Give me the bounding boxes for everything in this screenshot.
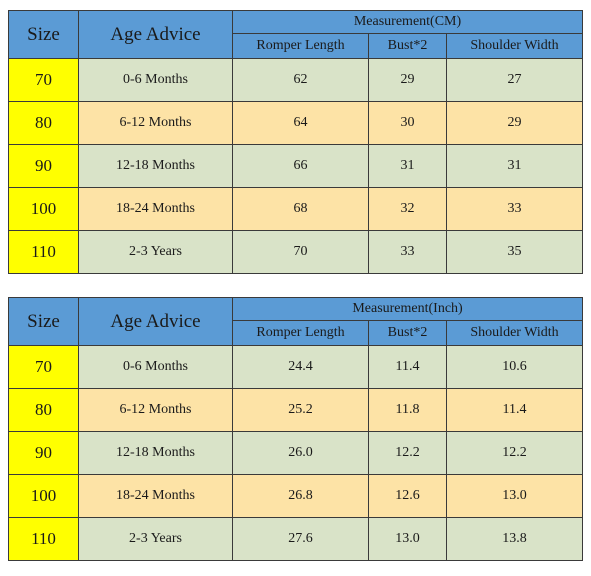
bust-cell: 11.8 <box>368 388 447 432</box>
bust-cell: 13.0 <box>368 517 447 561</box>
shoulder-width-cell: 27 <box>445 58 584 102</box>
shoulder-width-header: Shoulder Width <box>445 320 584 346</box>
bust-header: Bust*2 <box>368 33 447 59</box>
bust-cell: 31 <box>368 144 447 188</box>
size-cell: 110 <box>8 517 79 561</box>
table-row: 80 6-12 Months 25.2 11.8 11.4 <box>8 388 584 432</box>
bust-cell: 12.2 <box>368 431 447 475</box>
age-cell: 0-6 Months <box>78 345 233 389</box>
romper-length-cell: 68 <box>232 187 369 231</box>
table-row: 70 0-6 Months 62 29 27 <box>8 58 584 102</box>
size-cell: 100 <box>8 474 79 518</box>
bust-header: Bust*2 <box>368 320 447 346</box>
romper-length-cell: 27.6 <box>232 517 369 561</box>
age-cell: 2-3 Years <box>78 517 233 561</box>
size-chart-inch-table: Size Age Advice Measurement(Inch) Romper… <box>8 297 584 561</box>
table-row: 70 0-6 Months 24.4 11.4 10.6 <box>8 345 584 389</box>
romper-length-cell: 70 <box>232 230 369 274</box>
shoulder-width-cell: 11.4 <box>445 388 584 432</box>
size-cell: 70 <box>8 345 79 389</box>
size-header: Size <box>8 297 79 346</box>
table-row: 80 6-12 Months 64 30 29 <box>8 101 584 145</box>
table-row: 90 12-18 Months 26.0 12.2 12.2 <box>8 431 584 475</box>
size-cell: 80 <box>8 101 79 145</box>
age-cell: 6-12 Months <box>78 388 233 432</box>
bust-cell: 29 <box>368 58 447 102</box>
shoulder-width-cell: 29 <box>445 101 584 145</box>
table-row: 100 18-24 Months 68 32 33 <box>8 187 584 231</box>
measurement-unit-header: Measurement(Inch) <box>231 297 584 321</box>
romper-length-cell: 26.0 <box>232 431 369 475</box>
romper-length-cell: 26.8 <box>232 474 369 518</box>
romper-length-cell: 66 <box>232 144 369 188</box>
size-cell: 70 <box>8 58 79 102</box>
romper-length-cell: 64 <box>232 101 369 145</box>
shoulder-width-cell: 35 <box>445 230 584 274</box>
age-cell: 12-18 Months <box>78 431 233 475</box>
age-cell: 18-24 Months <box>78 474 233 518</box>
table-row: 100 18-24 Months 26.8 12.6 13.0 <box>8 474 584 518</box>
size-chart-cm-table: Size Age Advice Measurement(CM) Romper L… <box>8 10 584 274</box>
romper-length-cell: 24.4 <box>232 345 369 389</box>
bust-cell: 32 <box>368 187 447 231</box>
age-cell: 2-3 Years <box>78 230 233 274</box>
size-cell: 100 <box>8 187 79 231</box>
age-advice-header: Age Advice <box>78 10 233 59</box>
bust-cell: 33 <box>368 230 447 274</box>
shoulder-width-cell: 12.2 <box>445 431 584 475</box>
size-cell: 80 <box>8 388 79 432</box>
size-cell: 90 <box>8 431 79 475</box>
age-cell: 12-18 Months <box>78 144 233 188</box>
shoulder-width-cell: 10.6 <box>445 345 584 389</box>
table-row: 110 2-3 Years 27.6 13.0 13.8 <box>8 517 584 561</box>
size-header: Size <box>8 10 79 59</box>
romper-length-header: Romper Length <box>232 33 369 59</box>
table-row: 90 12-18 Months 66 31 31 <box>8 144 584 188</box>
size-cell: 90 <box>8 144 79 188</box>
age-cell: 18-24 Months <box>78 187 233 231</box>
table-row: 110 2-3 Years 70 33 35 <box>8 230 584 274</box>
bust-cell: 30 <box>368 101 447 145</box>
romper-length-header: Romper Length <box>232 320 369 346</box>
age-cell: 6-12 Months <box>78 101 233 145</box>
shoulder-width-cell: 13.8 <box>445 517 584 561</box>
age-cell: 0-6 Months <box>78 58 233 102</box>
shoulder-width-cell: 31 <box>445 144 584 188</box>
shoulder-width-cell: 13.0 <box>445 474 584 518</box>
shoulder-width-cell: 33 <box>445 187 584 231</box>
bust-cell: 11.4 <box>368 345 447 389</box>
age-advice-header: Age Advice <box>78 297 233 346</box>
romper-length-cell: 62 <box>232 58 369 102</box>
shoulder-width-header: Shoulder Width <box>445 33 584 59</box>
romper-length-cell: 25.2 <box>232 388 369 432</box>
measurement-unit-header: Measurement(CM) <box>231 10 584 34</box>
size-cell: 110 <box>8 230 79 274</box>
bust-cell: 12.6 <box>368 474 447 518</box>
